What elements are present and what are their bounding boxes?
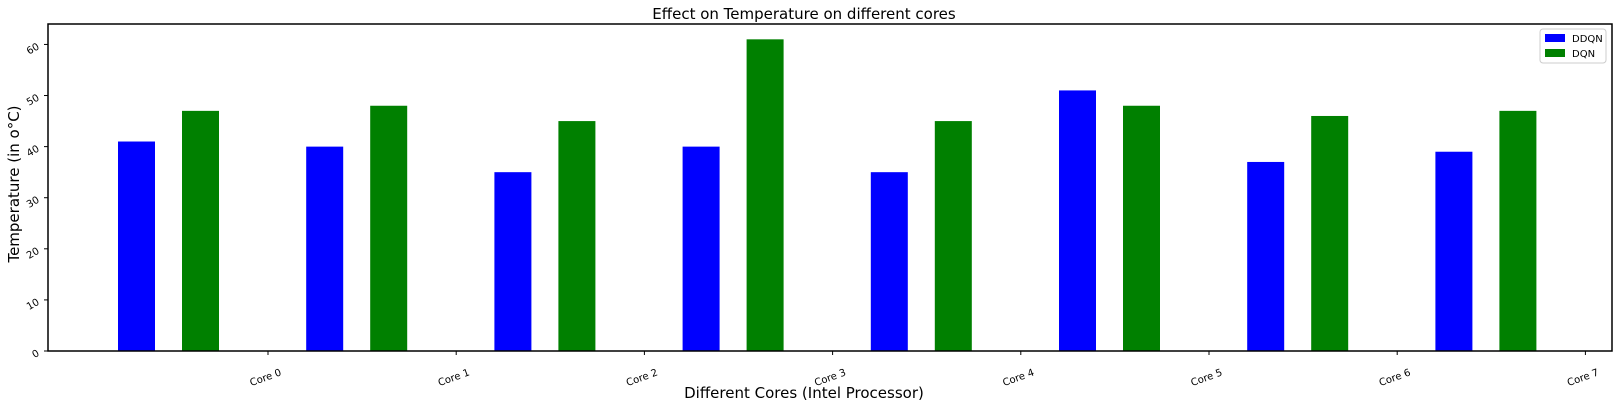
bar-dqn-1 bbox=[370, 105, 408, 351]
y-tick-label-1: 10 bbox=[25, 297, 42, 313]
x-ticks-group: Core 0 Core 1 Core 2 Core 3 Core 4 Core 5 Core… bbox=[249, 351, 1600, 389]
x-axis-label: Different Cores (Intel Processor) bbox=[684, 384, 924, 402]
bar-ddqn-4 bbox=[870, 172, 908, 351]
legend-swatch-dqn bbox=[1545, 49, 1565, 57]
y-tick-label-2: 20 bbox=[25, 246, 42, 262]
bar-dqn-4 bbox=[934, 121, 972, 351]
bars-group bbox=[118, 39, 1537, 351]
y-tick-label-3: 30 bbox=[25, 195, 42, 211]
bar-dqn-0 bbox=[182, 110, 219, 351]
bar-ddqn-1 bbox=[306, 146, 344, 351]
bar-ddqn-7 bbox=[1435, 151, 1473, 351]
x-tick-label-0: Core 0 bbox=[249, 367, 283, 389]
legend: DDQN DQN bbox=[1539, 28, 1607, 64]
y-tick-label-4: 40 bbox=[25, 144, 42, 160]
bar-dqn-7 bbox=[1499, 110, 1537, 351]
bar-ddqn-5 bbox=[1059, 90, 1096, 351]
legend-label-ddqn: DDQN bbox=[1572, 34, 1603, 45]
y-ticks-group: 0 10 20 30 40 50 60 bbox=[25, 42, 48, 361]
legend-label-dqn: DQN bbox=[1572, 49, 1595, 60]
y-tick-label-6: 60 bbox=[25, 42, 42, 58]
x-tick-label-7: Core 7 bbox=[1566, 367, 1600, 389]
bar-dqn-3 bbox=[746, 39, 784, 351]
bar-dqn-5 bbox=[1123, 105, 1160, 351]
x-tick-label-4: Core 4 bbox=[1001, 367, 1035, 389]
bar-ddqn-6 bbox=[1247, 161, 1285, 351]
y-axis-label: Temperature (in o°C) bbox=[5, 105, 23, 263]
bar-ddqn-2 bbox=[494, 172, 532, 351]
x-tick-label-5: Core 5 bbox=[1190, 367, 1224, 389]
legend-swatch-ddqn bbox=[1545, 34, 1565, 42]
bar-dqn-2 bbox=[558, 121, 596, 351]
bar-dqn-6 bbox=[1311, 115, 1349, 351]
bar-ddqn-3 bbox=[682, 146, 720, 351]
bar-ddqn-0 bbox=[118, 141, 155, 351]
y-tick-label-5: 50 bbox=[25, 93, 42, 109]
x-tick-label-2: Core 2 bbox=[625, 367, 659, 389]
plot-frame bbox=[47, 23, 1613, 352]
x-tick-label-1: Core 1 bbox=[437, 367, 471, 389]
y-tick-label-0: 0 bbox=[30, 348, 41, 361]
x-tick-label-6: Core 6 bbox=[1378, 367, 1412, 389]
chart-title: Effect on Temperature on different cores bbox=[652, 5, 956, 23]
